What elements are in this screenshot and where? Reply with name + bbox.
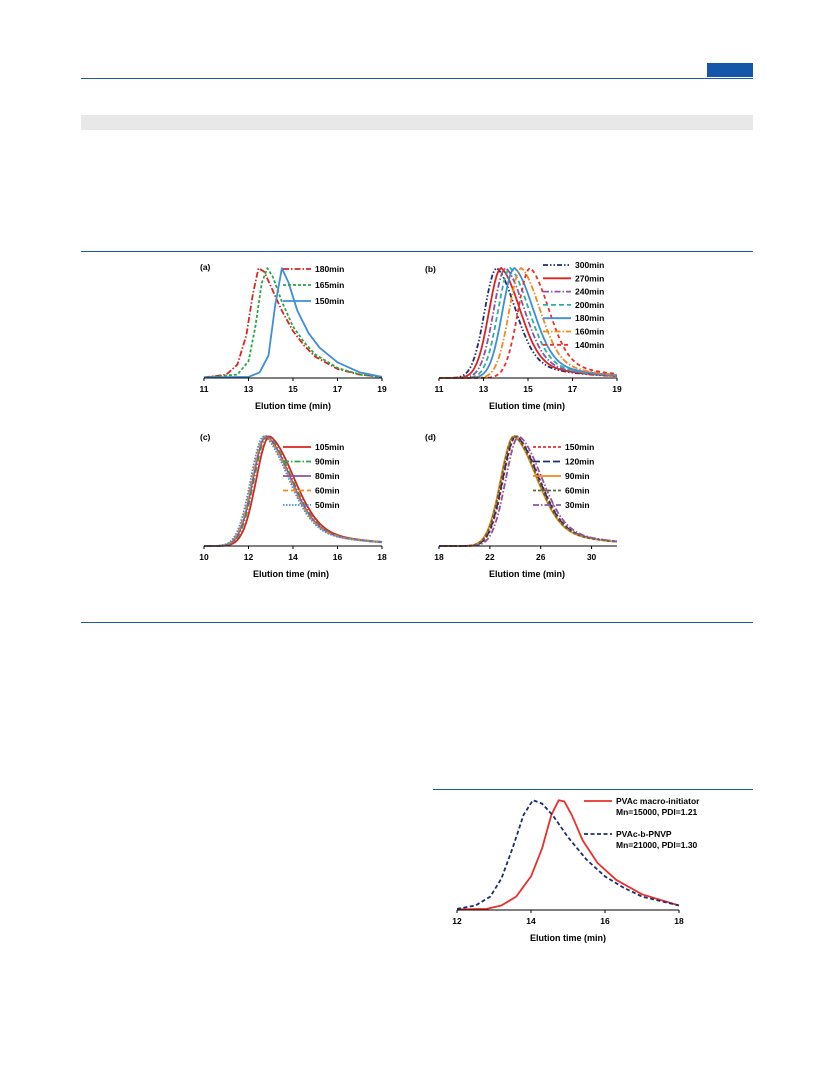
series-line-5 — [439, 267, 618, 379]
legend-label: 180min — [315, 264, 344, 274]
legend-label: 30min — [565, 500, 590, 510]
x-tick-label: 15 — [288, 384, 298, 394]
legend-label: 300min — [575, 260, 604, 270]
x-tick-label: 14 — [288, 552, 298, 562]
x-tick-label: 13 — [244, 384, 254, 394]
series-line-4 — [439, 435, 618, 547]
x-tick-label: 16 — [333, 552, 343, 562]
panel-label: (d) — [425, 432, 436, 442]
x-tick-label: 17 — [568, 384, 578, 394]
x-tick-label: 14 — [526, 916, 536, 926]
x-tick-label: 13 — [479, 384, 489, 394]
chart-panel-b: (b) 11 13 15 17 19 300min 270min 240min 200min 1… — [425, 260, 622, 411]
x-tick-label: 19 — [377, 384, 387, 394]
legend-label: 200min — [575, 300, 604, 310]
chart-panel-d: (d) 18 22 26 30 150min 120min 90min 60min 30min… — [425, 432, 618, 579]
x-tick-label: 11 — [200, 384, 209, 394]
x-tick-label: 11 — [435, 384, 444, 394]
legend-label: 50min — [315, 500, 340, 510]
figure-bottom-rule — [81, 622, 753, 623]
legend-label: 150min — [565, 442, 594, 452]
legend-label: 60min — [565, 486, 590, 496]
series-line-0 — [203, 267, 383, 379]
x-axis-label: Elution time (min) — [530, 933, 606, 943]
legend-sublabel: Mn=15000, PDI=1.21 — [616, 807, 698, 817]
legend-label: 90min — [565, 471, 590, 481]
x-tick-label: 16 — [600, 916, 610, 926]
chart-panel-c: (c) 10 12 14 16 18 105min 90min 80min 60min 50mi… — [199, 432, 387, 579]
panel-label: (b) — [425, 264, 436, 274]
series-line-3 — [439, 435, 618, 547]
series-line-0 — [456, 799, 680, 911]
x-tick-label: 18 — [674, 916, 684, 926]
legend-label: 120min — [565, 457, 594, 467]
legend-label: PVAc-b-PNVP — [616, 829, 672, 839]
x-tick-label: 15 — [523, 384, 533, 394]
x-tick-label: 17 — [333, 384, 343, 394]
legend-label: 80min — [315, 471, 340, 481]
x-axis-label: Elution time (min) — [253, 569, 329, 579]
legend-label: 160min — [575, 327, 604, 337]
x-tick-label: 18 — [377, 552, 387, 562]
header-rule — [81, 78, 753, 79]
x-tick-label: 22 — [485, 552, 495, 562]
legend-label: 105min — [315, 442, 344, 452]
legend-label: 240min — [575, 287, 604, 297]
legend-label: 165min — [315, 280, 344, 290]
chart-panel-a: (a) 11 13 15 17 19 180min 165min 150min Elutio… — [200, 262, 387, 411]
panel-label: (c) — [200, 432, 211, 442]
gray-band — [81, 115, 753, 130]
panel-label: (a) — [200, 262, 211, 272]
header-tab-block — [707, 63, 753, 77]
x-axis-label: Elution time (min) — [489, 401, 565, 411]
figure-top-rule — [81, 251, 753, 252]
figure2-top-rule — [433, 789, 753, 790]
x-tick-label: 10 — [199, 552, 209, 562]
series-line-1 — [456, 799, 680, 910]
x-tick-label: 18 — [434, 552, 444, 562]
series-line-0 — [439, 267, 618, 379]
legend-label: PVAc macro-initiator — [616, 796, 700, 806]
x-axis-label: Elution time (min) — [489, 569, 565, 579]
series-line-2 — [203, 267, 383, 379]
x-tick-label: 12 — [244, 552, 254, 562]
x-axis-label: Elution time (min) — [255, 401, 331, 411]
legend-label: 150min — [315, 296, 344, 306]
series-line-1 — [203, 267, 383, 379]
x-tick-label: 12 — [452, 916, 462, 926]
legend-label: 180min — [575, 313, 604, 323]
legend-label: 140min — [575, 340, 604, 350]
x-tick-label: 26 — [536, 552, 546, 562]
x-tick-label: 19 — [612, 384, 622, 394]
legend-label: 270min — [575, 273, 604, 283]
x-tick-label: 30 — [587, 552, 597, 562]
legend-label: 60min — [315, 486, 340, 496]
legend-sublabel: Mn=21000, PDI=1.30 — [616, 840, 698, 850]
series-line-3 — [204, 435, 383, 547]
legend-label: 90min — [315, 457, 340, 467]
